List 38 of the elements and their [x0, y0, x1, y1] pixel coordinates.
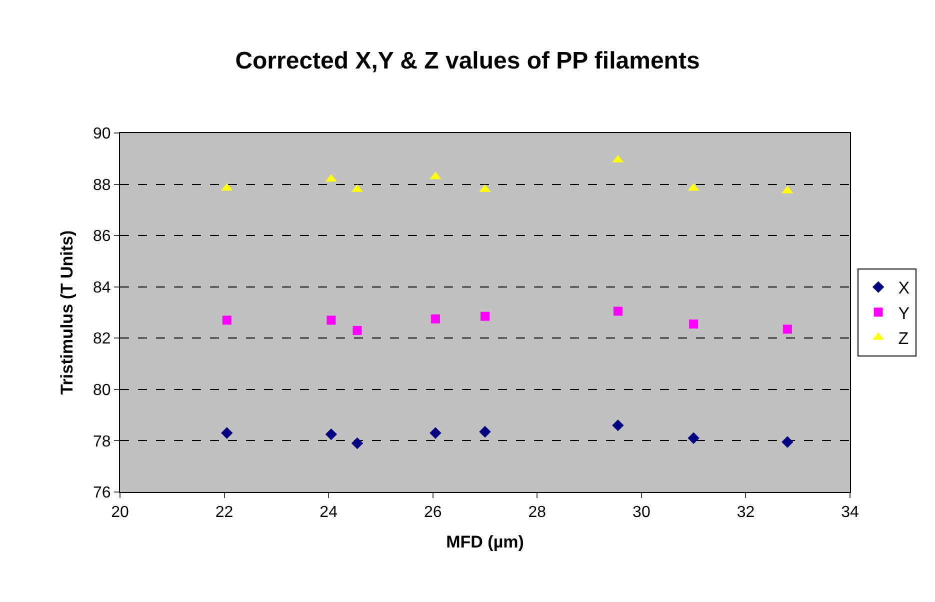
legend-label: Y: [898, 304, 910, 323]
point: [689, 320, 698, 329]
x-tick-label: 28: [528, 504, 546, 522]
x-tick-label: 22: [215, 504, 234, 522]
y-tick-label: 86: [93, 228, 111, 246]
legend-label: X: [898, 278, 910, 298]
y-tick-label: 82: [93, 330, 111, 348]
legend-label: Z: [898, 328, 909, 348]
y-axis-title: Tristimulus (T Units): [58, 230, 77, 395]
x-tick-label: 30: [632, 504, 650, 522]
point: [430, 427, 442, 439]
point: [221, 427, 233, 439]
x-tick-label: 26: [424, 504, 442, 522]
point: [613, 306, 622, 316]
point: [430, 314, 440, 324]
point: [612, 419, 624, 432]
point: [480, 312, 490, 321]
x-tick-label: 32: [736, 504, 755, 522]
point: [479, 426, 491, 438]
point: [326, 316, 336, 325]
x-tick-label: 34: [841, 504, 859, 522]
chart-title: Corrected X,Y & Z values of PP filaments: [235, 48, 700, 75]
point: [782, 324, 792, 334]
point: [351, 437, 364, 450]
point: [782, 436, 794, 448]
y-tick-label: 84: [93, 279, 111, 296]
y-tick-label: 88: [93, 176, 111, 194]
point: [325, 428, 338, 440]
point: [352, 326, 362, 335]
x-tick-label: 20: [111, 504, 129, 522]
point: [222, 316, 232, 325]
y-tick-label: 76: [93, 484, 111, 502]
y-tick-label: 90: [93, 126, 111, 143]
point: [688, 432, 700, 444]
y-tick-label: 78: [93, 433, 111, 450]
y-tick-label: 80: [93, 382, 111, 400]
x-tick-label: 24: [320, 504, 338, 522]
x-axis-title: MFD (µm): [446, 532, 524, 552]
